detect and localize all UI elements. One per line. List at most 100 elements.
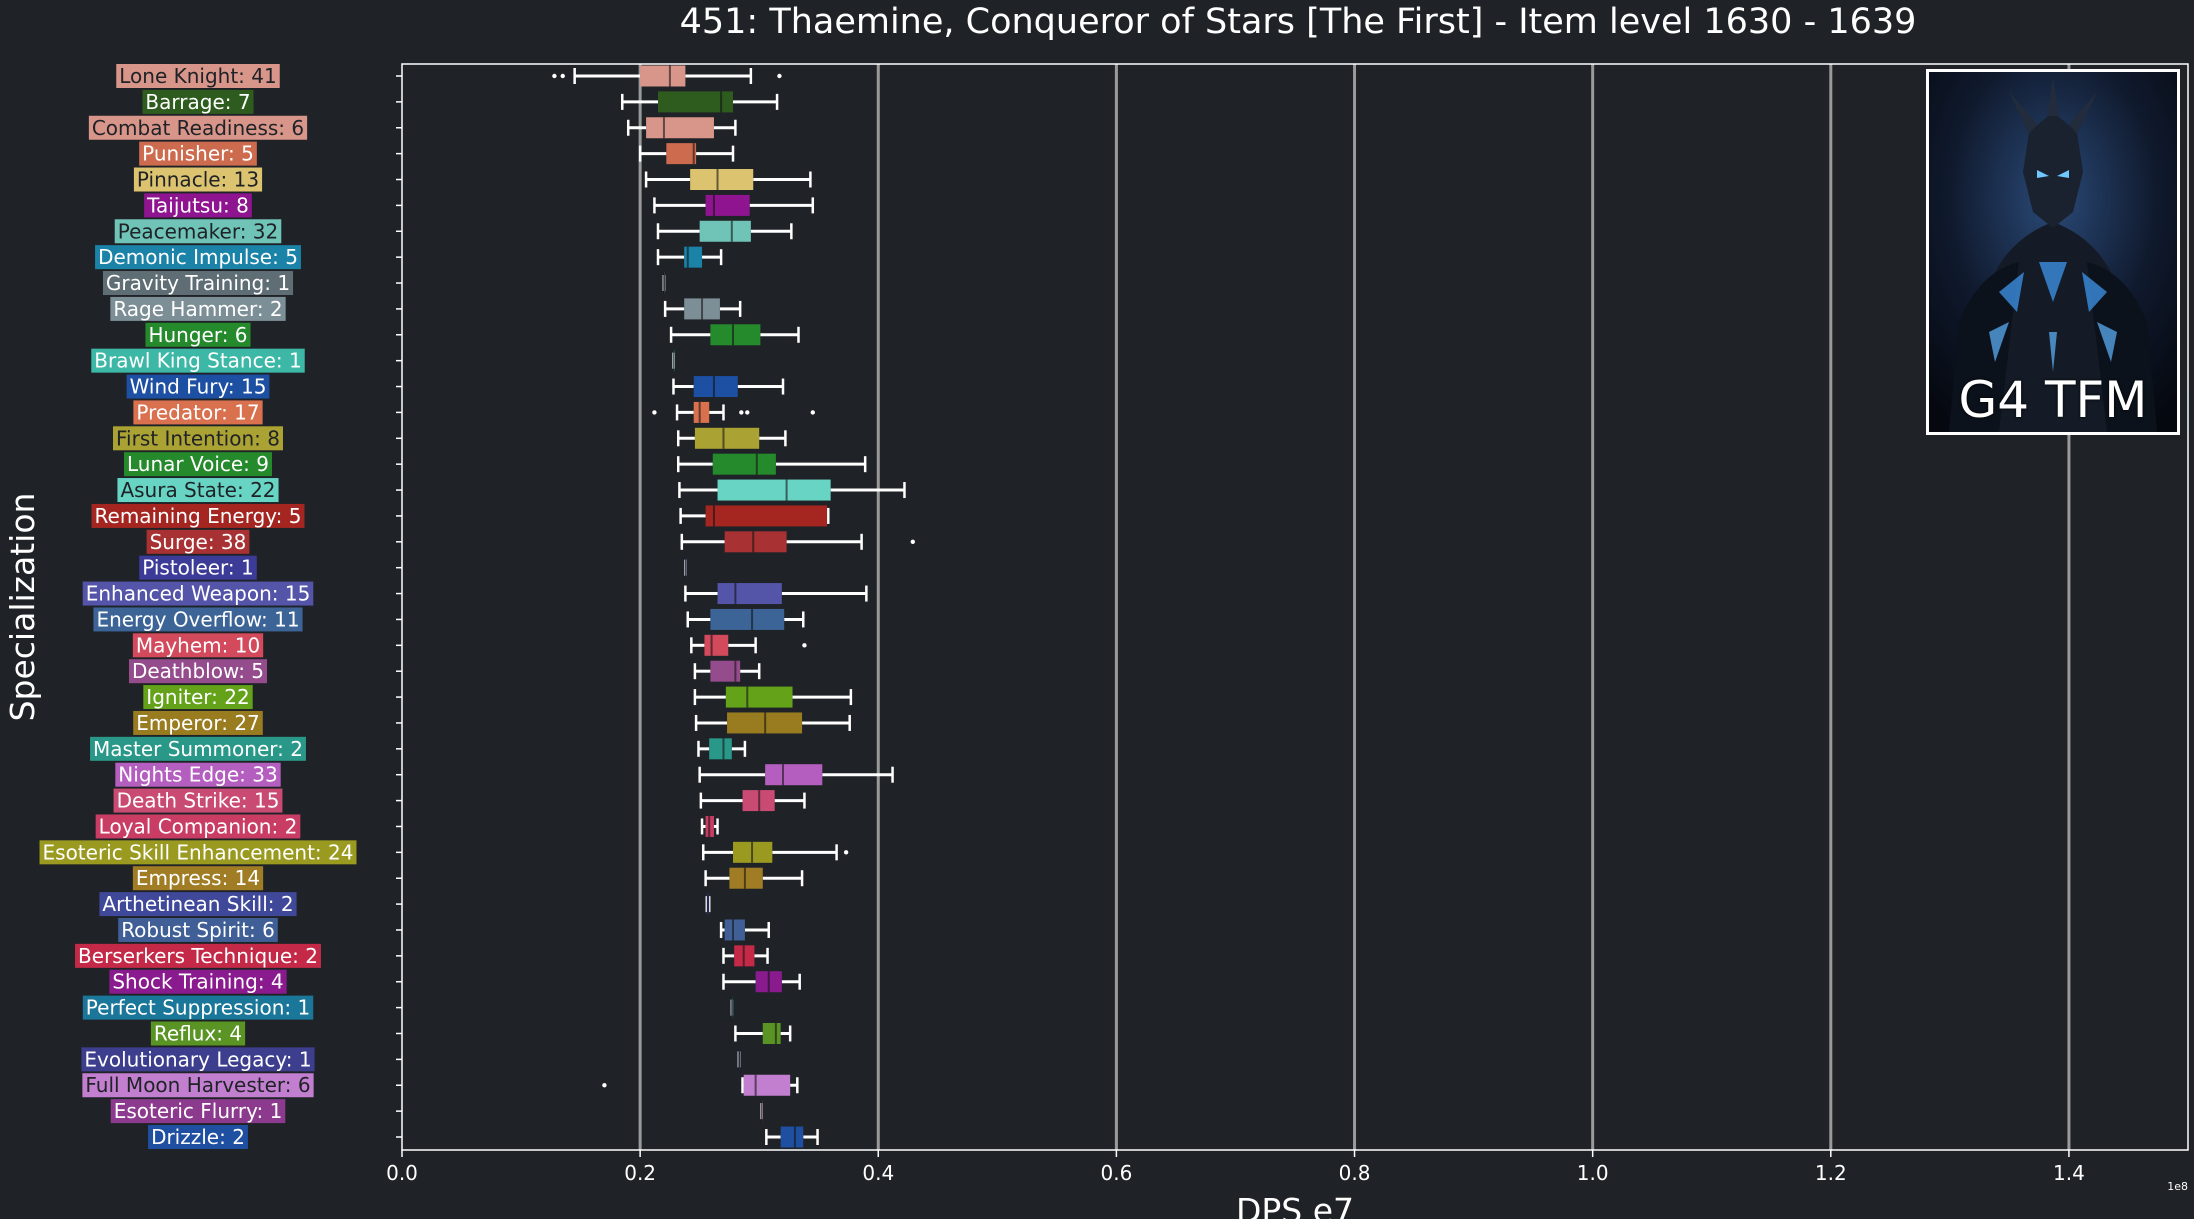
box-group	[684, 583, 868, 605]
y-tick-label-text: Lone Knight: 41	[119, 64, 276, 88]
y-tick-label-bg	[102, 271, 294, 296]
y-tick-label-text: Peacemaker: 32	[118, 219, 279, 243]
y-tick-label-text: Full Moon Harvester: 6	[85, 1073, 310, 1097]
x-tick-label: 0.2	[624, 1161, 656, 1185]
y-tick-label: Enhanced Weapon: 15	[82, 581, 314, 606]
box-group	[760, 1100, 763, 1122]
y-tick-label-bg	[128, 659, 268, 684]
y-tick-label-bg	[93, 607, 303, 632]
box	[705, 505, 828, 527]
y-tick-label: First Intention: 8	[113, 426, 283, 451]
y-tick-label: Emperor: 27	[133, 710, 263, 735]
box-group	[734, 1022, 792, 1044]
x-axis-label: DPS e7	[1236, 1191, 1354, 1219]
y-tick-label: Nights Edge: 33	[115, 762, 281, 787]
box	[743, 1074, 791, 1096]
box	[724, 531, 787, 553]
box-group	[686, 608, 805, 630]
y-tick-label: Loyal Companion: 2	[95, 814, 301, 839]
outlier-point	[802, 643, 807, 648]
outlier-point	[652, 410, 657, 415]
y-tick-label: Master Summoner: 2	[90, 736, 306, 761]
box	[666, 143, 697, 165]
y-tick-label-bg	[116, 64, 280, 88]
outlier-point	[843, 850, 849, 855]
y-tick-label-bg	[90, 736, 306, 761]
y-tick-label: Wind Fury: 15	[126, 374, 270, 399]
y-tick-label-text: Shock Training: 4	[112, 970, 283, 994]
outlier-point	[739, 410, 744, 415]
y-tick-label-bg	[114, 219, 282, 244]
y-tick-label-bg	[146, 529, 250, 554]
y-axis-label: Specialization	[3, 493, 42, 722]
y-tick-label-text: Punisher: 5	[142, 142, 254, 166]
y-tick-label: Esoteric Skill Enhancement: 24	[39, 840, 357, 865]
y-tick-label: Demonic Impulse: 5	[95, 245, 301, 270]
y-tick-label: Pistoleer: 1	[139, 555, 257, 580]
box-group	[653, 194, 815, 216]
y-tick-label: Rage Hammer: 2	[110, 296, 286, 321]
y-tick-label-text: Evolutionary Legacy: 1	[84, 1047, 311, 1071]
plot-frame	[401, 63, 2189, 1151]
y-tick-label-text: Hunger: 6	[148, 323, 247, 347]
box-group	[676, 427, 787, 449]
box	[704, 634, 729, 656]
y-tick-label-text: Combat Readiness: 6	[92, 116, 304, 140]
y-tick-label-bg	[145, 322, 251, 347]
box-group	[719, 919, 770, 941]
outlier-point	[777, 73, 782, 79]
y-tick-label: Combat Readiness: 6	[88, 115, 308, 140]
box	[657, 91, 734, 113]
y-tick-label-text: Esoteric Skill Enhancement: 24	[43, 840, 354, 864]
y-tick-label-text: Enhanced Weapon: 15	[86, 582, 311, 606]
box	[710, 608, 785, 630]
y-tick-label: Berserkers Technique: 2	[75, 943, 321, 968]
chart-title: 451: Thaemine, Conqueror of Stars [The F…	[679, 2, 1917, 42]
y-tick-label-text: Taijutsu: 8	[146, 193, 249, 217]
y-tick-label: Peacemaker: 32	[114, 219, 282, 244]
y-tick-label-bg	[109, 969, 287, 994]
y-tick-label-text: Mayhem: 10	[136, 633, 260, 657]
y-tick-label-bg	[142, 89, 254, 114]
y-tick-label-text: Deathblow: 5	[132, 659, 264, 683]
box-group	[700, 815, 719, 837]
y-tick-label-text: Remaining Energy: 5	[95, 504, 302, 528]
y-tick-label: Mayhem: 10	[132, 633, 264, 658]
y-tick-label-bg	[150, 1021, 246, 1046]
box	[709, 738, 732, 760]
y-tick-label-bg	[82, 581, 314, 606]
x-tick-label: 0.8	[1339, 1161, 1371, 1185]
box-group	[765, 1126, 819, 1148]
y-tick-label-bg	[95, 245, 301, 270]
y-tick-label-bg	[139, 141, 257, 166]
box-group	[644, 169, 812, 191]
y-tick-label-bg	[115, 762, 281, 787]
y-tick-label-text: Energy Overflow: 11	[96, 607, 299, 631]
y-tick-label-text: Surge: 38	[150, 530, 247, 554]
y-tick-label-text: Master Summoner: 2	[93, 737, 303, 761]
y-tick-label-bg	[117, 478, 279, 503]
box-group	[626, 117, 737, 139]
box-group	[699, 790, 806, 812]
y-tick-label: Full Moon Harvester: 6	[82, 1073, 314, 1098]
y-tick-label-text: Reflux: 4	[154, 1021, 242, 1045]
y-tick-label-text: Gravity Training: 1	[106, 271, 290, 295]
y-tick-label-bg	[88, 115, 308, 140]
box-group	[705, 893, 711, 915]
y-tick-label-text: Barrage: 7	[145, 90, 250, 114]
x-tick-label: 1.0	[1577, 1161, 1609, 1185]
box-group	[730, 997, 734, 1019]
outlier-point	[910, 539, 915, 545]
box-group	[672, 376, 785, 398]
x-offset-label: 1e8	[2167, 1180, 2188, 1193]
y-tick-label-bg	[110, 296, 286, 321]
y-tick-label-bg	[143, 685, 253, 710]
box-group	[602, 1074, 799, 1096]
x-tick-label: 1.2	[1815, 1161, 1847, 1185]
y-tick-label: Reflux: 4	[150, 1021, 246, 1046]
portrait-caption: G4 TFM	[1958, 371, 2148, 429]
box	[699, 220, 751, 242]
box-group	[656, 246, 723, 268]
outlier-point	[552, 73, 557, 79]
x-tick-label: 0.6	[1100, 1161, 1132, 1185]
